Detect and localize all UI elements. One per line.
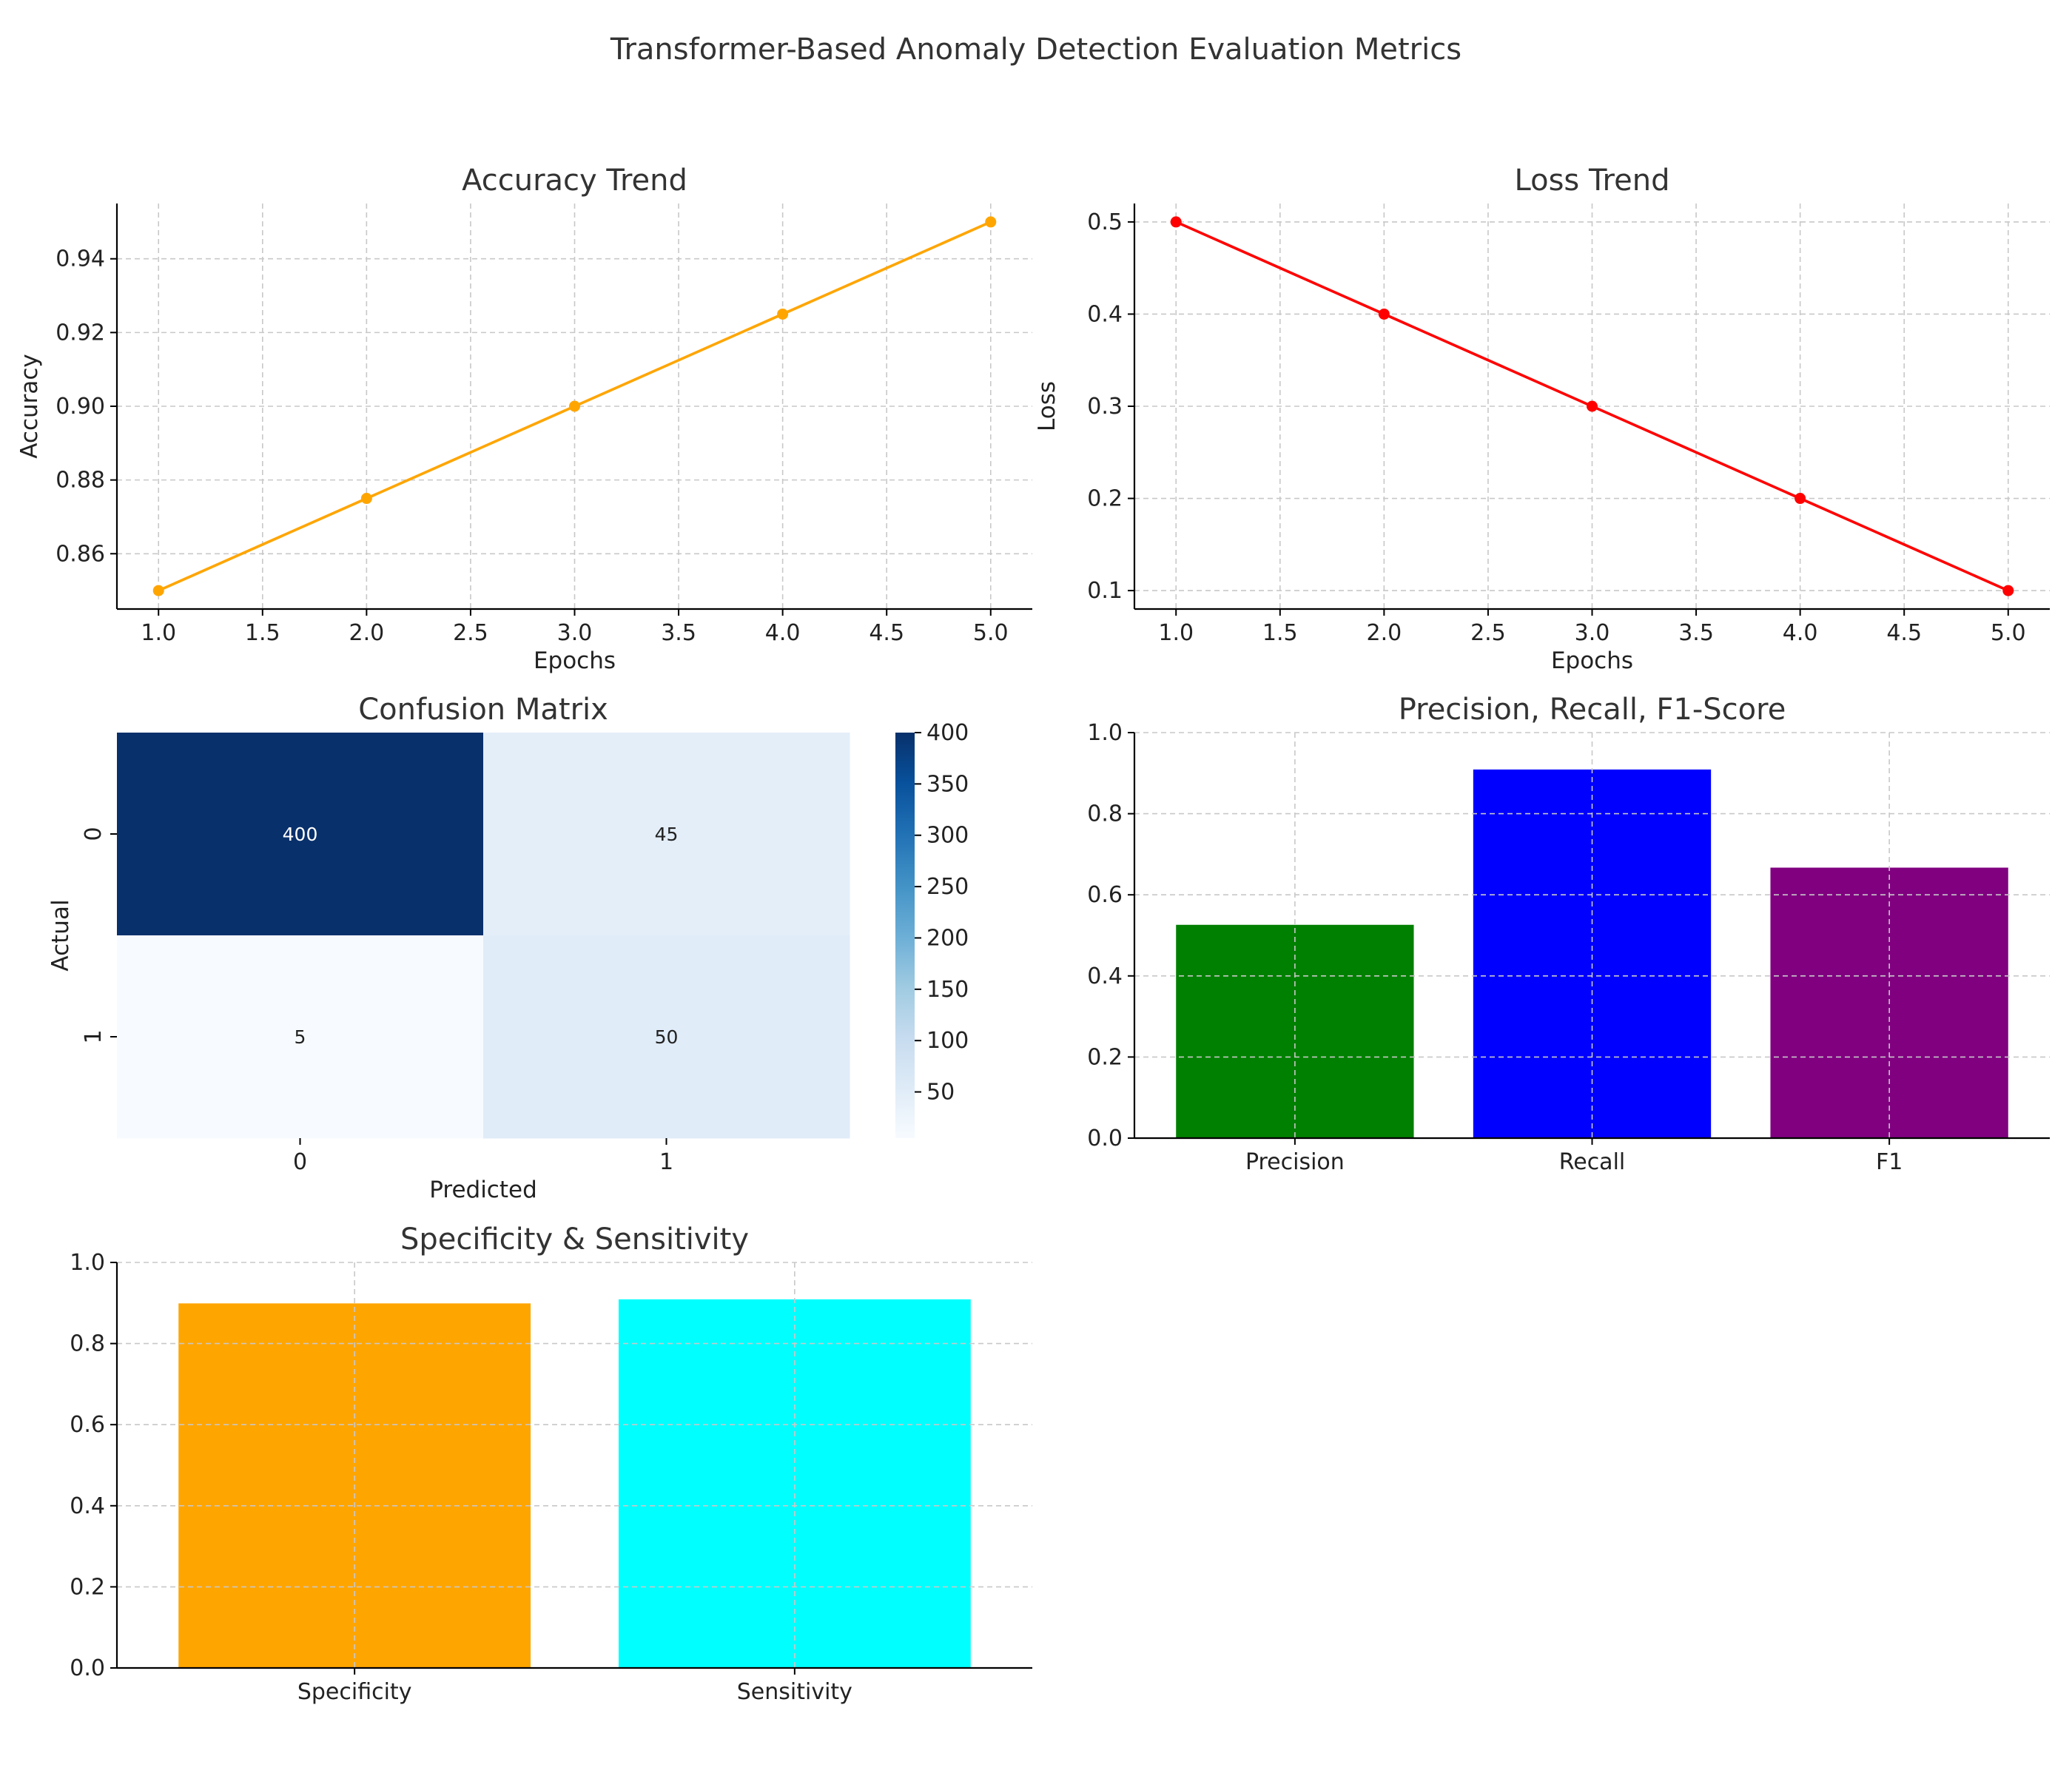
prf-ytick-label: 0.6 bbox=[1087, 882, 1123, 908]
accuracy-ytick-label: 0.94 bbox=[56, 246, 105, 272]
confusion-title: Confusion Matrix bbox=[358, 693, 608, 727]
specsens-chart: Specificity Sensitivity 0.0 0.2 0.4 0.6 0.8 1.0… bbox=[70, 1222, 1032, 1705]
accuracy-xtick-label: 3.5 bbox=[661, 620, 696, 646]
confusion-colorbar-tick-label: 50 bbox=[926, 1080, 955, 1106]
confusion-cell-0-1 bbox=[483, 733, 850, 936]
confusion-ylabel: Actual bbox=[47, 899, 74, 971]
accuracy-point-2 bbox=[569, 400, 580, 412]
loss-ytick-label: 0.1 bbox=[1087, 578, 1123, 604]
specsens-ytick-label: 1.0 bbox=[70, 1250, 105, 1276]
confusion-cell-value: 45 bbox=[655, 824, 679, 845]
loss-xtick-label: 3.0 bbox=[1575, 620, 1610, 646]
prf-ytick-label: 1.0 bbox=[1087, 720, 1123, 746]
prf-ytick-label: 0.8 bbox=[1087, 801, 1123, 827]
confusion-colorbar bbox=[895, 733, 915, 1138]
accuracy-xlabel: Epochs bbox=[534, 648, 616, 674]
confusion-colorbar-tick-label: 350 bbox=[926, 771, 969, 797]
accuracy-point-0 bbox=[152, 585, 164, 596]
figure-title: Transformer-Based Anomaly Detection Eval… bbox=[610, 33, 1462, 67]
specsens-category-label: Sensitivity bbox=[737, 1679, 852, 1705]
prf-title: Precision, Recall, F1-Score bbox=[1399, 693, 1786, 727]
specsens-title: Specificity & Sensitivity bbox=[400, 1222, 749, 1257]
loss-xtick-label: 4.0 bbox=[1783, 620, 1818, 646]
accuracy-ytick-label: 0.90 bbox=[56, 394, 105, 420]
loss-point-2 bbox=[1587, 400, 1598, 412]
loss-xtick-label: 2.0 bbox=[1367, 620, 1402, 646]
loss-xtick-label: 3.5 bbox=[1678, 620, 1714, 646]
confusion-colorbar-tick-label: 100 bbox=[926, 1028, 969, 1054]
confusion-ytick-label: 1 bbox=[81, 1029, 107, 1043]
accuracy-ytick-label: 0.92 bbox=[56, 320, 105, 346]
accuracy-xtick-label: 1.5 bbox=[245, 620, 280, 646]
confusion-cell-value: 5 bbox=[295, 1026, 306, 1048]
confusion-colorbar-tick-label: 150 bbox=[926, 977, 969, 1003]
prf-category-label: Precision bbox=[1245, 1149, 1345, 1175]
prf-category-label: Recall bbox=[1559, 1149, 1626, 1175]
loss-point-4 bbox=[2002, 585, 2014, 596]
confusion-colorbar-tick-label: 400 bbox=[926, 720, 969, 746]
confusion-xtick-label: 1 bbox=[659, 1149, 673, 1175]
confusion-chart: 400 45 5 50 0 1 0 1 Confusion Matrix Predicted Act… bbox=[47, 693, 969, 1203]
confusion-cell-value: 50 bbox=[655, 1026, 679, 1048]
confusion-xlabel: Predicted bbox=[429, 1177, 537, 1203]
accuracy-xtick-label: 2.5 bbox=[453, 620, 488, 646]
specsens-ytick-label: 0.4 bbox=[70, 1493, 105, 1519]
loss-ytick-label: 0.5 bbox=[1087, 209, 1123, 235]
specsens-ytick-label: 0.8 bbox=[70, 1331, 105, 1357]
accuracy-point-4 bbox=[985, 216, 997, 228]
loss-ytick-label: 0.2 bbox=[1087, 486, 1123, 512]
prf-chart: Precision Recall F1 0.0 0.2 0.4 0.6 0.8 1.0 Preci… bbox=[1087, 693, 2050, 1175]
loss-point-1 bbox=[1378, 308, 1390, 320]
specsens-category-label: Specificity bbox=[297, 1679, 412, 1705]
loss-point-0 bbox=[1170, 216, 1182, 228]
loss-title: Loss Trend bbox=[1515, 164, 1670, 198]
loss-ytick-label: 0.3 bbox=[1087, 394, 1123, 420]
loss-chart: 1.0 1.5 2.0 2.5 3.0 3.5 4.0 4.5 5.0 0.1 0.2 0.3 0.4 0… bbox=[1034, 164, 2050, 674]
accuracy-point-3 bbox=[777, 308, 789, 320]
loss-xlabel: Epochs bbox=[1551, 648, 1633, 674]
accuracy-point-1 bbox=[360, 493, 372, 505]
loss-grid bbox=[1134, 204, 2050, 609]
accuracy-xtick-label: 5.0 bbox=[973, 620, 1009, 646]
accuracy-ytick-label: 0.86 bbox=[56, 541, 105, 567]
confusion-xtick-label: 0 bbox=[293, 1149, 307, 1175]
loss-xtick-label: 1.0 bbox=[1158, 620, 1194, 646]
confusion-cell-0-0 bbox=[117, 733, 484, 936]
confusion-cell-value: 400 bbox=[283, 824, 318, 845]
confusion-cell-1-0 bbox=[117, 935, 484, 1139]
loss-xtick-label: 1.5 bbox=[1262, 620, 1298, 646]
accuracy-xtick-label: 4.0 bbox=[765, 620, 801, 646]
accuracy-xtick-label: 4.5 bbox=[869, 620, 904, 646]
accuracy-chart: 1.0 1.5 2.0 2.5 3.0 3.5 4.0 4.5 5.0 0.86 0.88 0.90 0… bbox=[16, 164, 1032, 674]
confusion-colorbar-tick-label: 200 bbox=[926, 925, 969, 951]
confusion-colorbar-tick-label: 300 bbox=[926, 823, 969, 849]
loss-xtick-label: 5.0 bbox=[1991, 620, 2026, 646]
loss-xtick-label: 2.5 bbox=[1470, 620, 1506, 646]
accuracy-ylabel: Accuracy bbox=[16, 354, 43, 459]
specsens-ytick-label: 0.0 bbox=[70, 1655, 105, 1681]
accuracy-grid bbox=[117, 204, 1032, 609]
specsens-ytick-label: 0.6 bbox=[70, 1412, 105, 1438]
prf-ytick-label: 0.0 bbox=[1087, 1126, 1123, 1151]
prf-ytick-label: 0.4 bbox=[1087, 963, 1123, 989]
specsens-ytick-label: 0.2 bbox=[70, 1574, 105, 1600]
accuracy-ytick-label: 0.88 bbox=[56, 468, 105, 494]
accuracy-xtick-label: 2.0 bbox=[349, 620, 385, 646]
prf-bar-0 bbox=[1176, 924, 1414, 1138]
accuracy-xtick-label: 1.0 bbox=[141, 620, 176, 646]
prf-ytick-label: 0.2 bbox=[1087, 1044, 1123, 1070]
prf-category-label: F1 bbox=[1876, 1149, 1903, 1175]
chart-panels: 1.0 1.5 2.0 2.5 3.0 3.5 4.0 4.5 5.0 0.86 0.88 0.90 0… bbox=[16, 164, 2050, 1705]
loss-point-3 bbox=[1794, 493, 1806, 505]
confusion-cell-1-1 bbox=[483, 935, 850, 1139]
loss-ytick-label: 0.4 bbox=[1087, 301, 1123, 327]
confusion-ytick-label: 0 bbox=[81, 827, 107, 841]
loss-ylabel: Loss bbox=[1034, 381, 1060, 431]
confusion-colorbar-tick-label: 250 bbox=[926, 874, 969, 900]
accuracy-title: Accuracy Trend bbox=[462, 164, 687, 198]
loss-xtick-label: 4.5 bbox=[1886, 620, 1922, 646]
accuracy-xtick-label: 3.0 bbox=[557, 620, 593, 646]
